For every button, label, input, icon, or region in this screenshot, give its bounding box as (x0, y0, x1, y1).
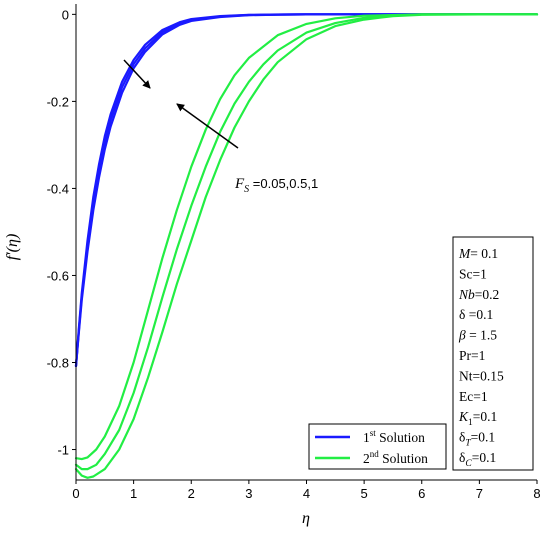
y-axis-label: f′(η) (4, 234, 21, 261)
arrow-first-solution (123, 59, 151, 89)
parameter-entry: δC=0.1 (459, 450, 496, 469)
y-tick-label: 0 (62, 7, 69, 22)
parameter-entry: Nt=0.15 (459, 368, 504, 383)
x-tick-label: 2 (188, 486, 195, 501)
x-tick-label: 1 (130, 486, 137, 501)
legend: 1st Solution 2nd Solution (308, 423, 447, 470)
y-tick-label: -0.8 (47, 356, 69, 371)
legend-label-2: 2nd Solution (363, 449, 428, 466)
parameter-box-frame (452, 236, 534, 471)
fs-annotation: FS =0.05,0.5,1 (234, 176, 318, 195)
x-tick-label: 5 (361, 486, 368, 501)
y-tick-label: -1 (57, 443, 69, 458)
fs-symbol: F (234, 176, 245, 192)
series-line-1st-fs-1 (74, 13, 539, 368)
x-axis-label: η (302, 510, 310, 527)
parameter-box: M= 0.1 Sc=1 Nb=0.2 δ =0.1 β = 1.5 Pr=1 Nt=0.15… (452, 236, 534, 471)
parameter-entry: β = 1.5 (458, 328, 497, 343)
parameter-entry: δT=0.1 (459, 430, 495, 449)
fs-subscript: S (244, 184, 249, 195)
x-tick-label: 8 (533, 486, 540, 501)
series-line-2nd-fs-0_05 (74, 13, 539, 461)
y-tick-label: -0.4 (47, 181, 69, 196)
y-tick-label: -0.2 (47, 94, 69, 109)
legend-label-1: 1st Solution (363, 428, 425, 445)
parameter-entry: δ =0.1 (459, 307, 493, 322)
fs-values: =0.05,0.5,1 (249, 176, 318, 191)
legend-entries: 1st Solution 2nd Solution (315, 428, 428, 466)
series-line-2nd-fs-1 (74, 13, 539, 479)
parameter-entries: M= 0.1 Sc=1 Nb=0.2 δ =0.1 β = 1.5 Pr=1 Nt=0.15… (458, 246, 504, 469)
series-layer (74, 13, 539, 479)
parameter-entry: M= 0.1 (458, 246, 498, 261)
legend-box (308, 423, 447, 470)
x-ticks: 0 1 2 3 4 5 6 7 8 (72, 480, 541, 501)
x-tick-label: 7 (476, 486, 483, 501)
parameter-entry: K1=0.1 (458, 409, 497, 428)
parameter-entry: Nb=0.2 (458, 287, 499, 302)
parameter-entry: Pr=1 (459, 348, 485, 363)
x-tick-label: 0 (72, 486, 79, 501)
x-tick-label: 4 (303, 486, 310, 501)
parameter-entry: Ec=1 (459, 389, 488, 404)
annotation-arrows (123, 59, 239, 149)
parameter-entry: Sc=1 (459, 266, 487, 281)
x-tick-label: 6 (418, 486, 425, 501)
y-ticks: 0 -0.2 -0.4 -0.6 -0.8 -1 (47, 7, 76, 458)
y-tick-label: -0.6 (47, 268, 69, 283)
series-line-2nd-fs-0_5 (74, 13, 539, 471)
x-tick-label: 3 (245, 486, 252, 501)
arrow-second-solution (176, 103, 239, 149)
